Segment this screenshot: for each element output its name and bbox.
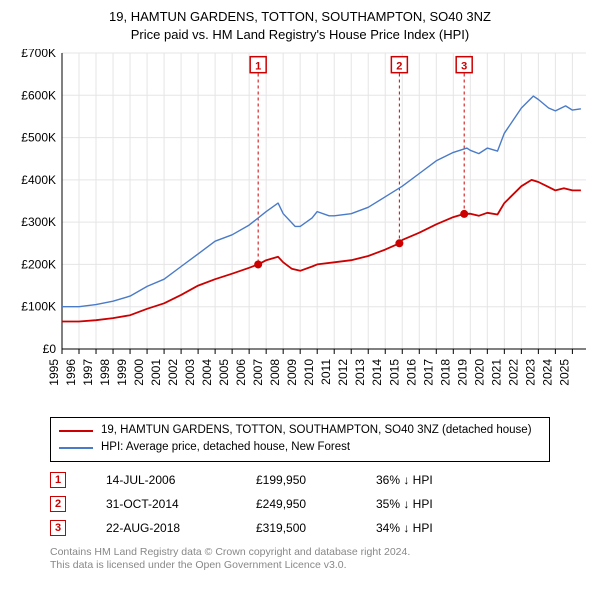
svg-text:2014: 2014 — [370, 359, 384, 386]
svg-text:£500K: £500K — [21, 131, 56, 145]
legend-swatch-hpi — [59, 447, 93, 449]
svg-text:2009: 2009 — [285, 359, 299, 386]
svg-text:2005: 2005 — [217, 359, 231, 386]
transaction-row: 2 31-OCT-2014 £249,950 35% ↓ HPI — [50, 492, 590, 516]
attribution-line1: Contains HM Land Registry data © Crown c… — [50, 546, 590, 560]
svg-text:2023: 2023 — [523, 359, 537, 386]
transaction-row: 3 22-AUG-2018 £319,500 34% ↓ HPI — [50, 516, 590, 540]
svg-text:£400K: £400K — [21, 173, 56, 187]
legend-item-hpi: HPI: Average price, detached house, New … — [59, 439, 541, 456]
svg-text:1999: 1999 — [115, 359, 129, 386]
svg-text:2022: 2022 — [506, 359, 520, 386]
svg-text:2003: 2003 — [183, 359, 197, 386]
attribution: Contains HM Land Registry data © Crown c… — [50, 546, 590, 573]
svg-text:2020: 2020 — [472, 359, 486, 386]
svg-text:2001: 2001 — [149, 359, 163, 386]
svg-text:1998: 1998 — [98, 359, 112, 386]
transaction-hpi: 36% ↓ HPI — [376, 473, 476, 487]
svg-text:1: 1 — [255, 61, 261, 73]
svg-text:£600K: £600K — [21, 88, 56, 102]
svg-text:2011: 2011 — [319, 359, 333, 385]
svg-text:2: 2 — [396, 61, 402, 73]
transaction-price: £249,950 — [256, 497, 336, 511]
marker-badge: 2 — [50, 496, 66, 512]
svg-text:2019: 2019 — [455, 359, 469, 386]
svg-text:2002: 2002 — [166, 359, 180, 386]
transaction-date: 31-OCT-2014 — [106, 497, 216, 511]
svg-text:2013: 2013 — [353, 359, 367, 386]
svg-text:£0: £0 — [43, 342, 57, 356]
svg-text:2006: 2006 — [234, 359, 248, 386]
svg-text:2024: 2024 — [540, 359, 554, 386]
svg-text:£200K: £200K — [21, 258, 56, 272]
svg-text:£300K: £300K — [21, 215, 56, 229]
transaction-row: 1 14-JUL-2006 £199,950 36% ↓ HPI — [50, 468, 590, 492]
svg-text:2007: 2007 — [251, 359, 265, 386]
svg-text:2025: 2025 — [557, 359, 571, 386]
svg-text:£100K: £100K — [21, 300, 56, 314]
svg-text:2017: 2017 — [421, 359, 435, 386]
transaction-date: 14-JUL-2006 — [106, 473, 216, 487]
svg-text:2004: 2004 — [200, 359, 214, 386]
transaction-price: £199,950 — [256, 473, 336, 487]
svg-text:3: 3 — [461, 61, 467, 73]
title-line2: Price paid vs. HM Land Registry's House … — [10, 26, 590, 44]
svg-text:1995: 1995 — [47, 359, 61, 386]
title-line1: 19, HAMTUN GARDENS, TOTTON, SOUTHAMPTON,… — [10, 8, 590, 26]
transactions-table: 1 14-JUL-2006 £199,950 36% ↓ HPI 2 31-OC… — [50, 468, 590, 540]
svg-text:2008: 2008 — [268, 359, 282, 386]
chart-svg: £0 £100K £200K £300K £400K £500K £600K £700K 199… — [10, 49, 590, 409]
transaction-price: £319,500 — [256, 521, 336, 535]
legend-item-property: 19, HAMTUN GARDENS, TOTTON, SOUTHAMPTON,… — [59, 422, 541, 439]
chart-title: 19, HAMTUN GARDENS, TOTTON, SOUTHAMPTON,… — [10, 8, 590, 43]
legend-swatch-property — [59, 430, 93, 432]
svg-text:2000: 2000 — [132, 359, 146, 386]
transaction-date: 22-AUG-2018 — [106, 521, 216, 535]
transaction-hpi: 35% ↓ HPI — [376, 497, 476, 511]
svg-text:£700K: £700K — [21, 49, 56, 60]
svg-text:2016: 2016 — [404, 359, 418, 386]
legend-label-hpi: HPI: Average price, detached house, New … — [101, 439, 350, 456]
legend: 19, HAMTUN GARDENS, TOTTON, SOUTHAMPTON,… — [50, 417, 550, 462]
price-chart: £0 £100K £200K £300K £400K £500K £600K £700K 199… — [10, 49, 590, 409]
svg-text:2012: 2012 — [336, 359, 350, 386]
svg-text:2010: 2010 — [302, 359, 316, 386]
svg-text:1996: 1996 — [64, 359, 78, 386]
transaction-hpi: 34% ↓ HPI — [376, 521, 476, 535]
attribution-line2: This data is licensed under the Open Gov… — [50, 559, 590, 573]
marker-badge: 3 — [50, 520, 66, 536]
svg-text:1997: 1997 — [81, 359, 95, 386]
svg-text:2018: 2018 — [438, 359, 452, 386]
svg-text:2015: 2015 — [387, 359, 401, 386]
svg-text:2021: 2021 — [489, 359, 503, 386]
marker-badge: 1 — [50, 472, 66, 488]
legend-label-property: 19, HAMTUN GARDENS, TOTTON, SOUTHAMPTON,… — [101, 422, 532, 439]
